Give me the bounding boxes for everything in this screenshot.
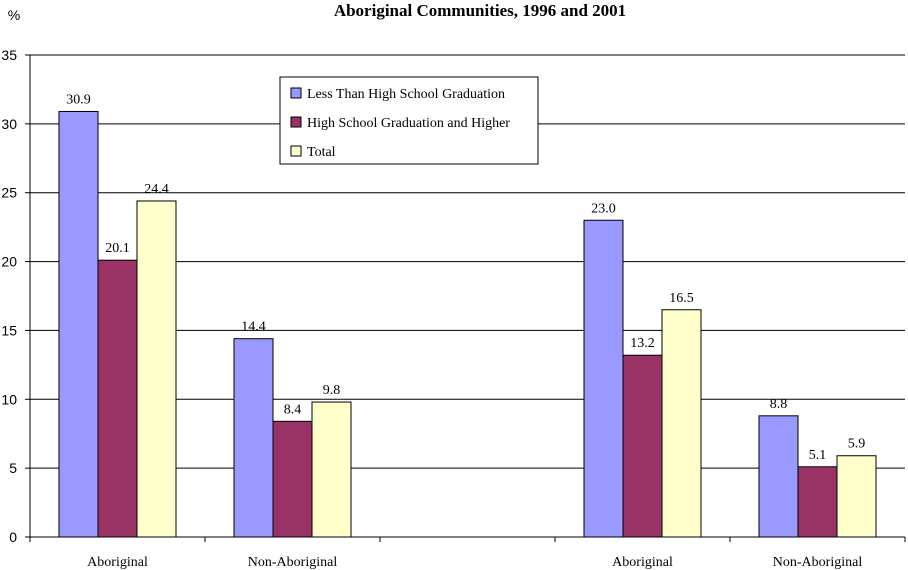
chart-title: Aboriginal Communities, 1996 and 2001 — [334, 1, 626, 20]
data-label: 20.1 — [105, 241, 130, 256]
data-label: 8.8 — [770, 397, 788, 412]
bar — [583, 219, 624, 538]
bar — [661, 309, 702, 538]
data-label: 23.0 — [591, 201, 616, 216]
data-label: 13.2 — [630, 336, 655, 351]
bar — [97, 259, 138, 538]
bar — [622, 354, 663, 538]
legend-swatch — [290, 116, 302, 128]
legend-label: High School Graduation and Higher — [307, 116, 510, 131]
x-tick-label: Aboriginal — [612, 555, 673, 570]
bar — [311, 401, 352, 538]
y-axis-label: % — [8, 7, 20, 23]
y-tick-label: 10 — [1, 391, 17, 407]
bar — [58, 110, 99, 538]
x-tick-label: Non-Aboriginal — [773, 555, 863, 570]
x-tick-label: Aboriginal — [87, 555, 148, 570]
data-label: 30.9 — [66, 92, 91, 107]
data-label: 16.5 — [669, 291, 694, 306]
axes: 0 5 10 15 20 25 30 35 Aboriginal Non-Aboriginal Ab… — [1, 47, 906, 570]
bar — [797, 466, 838, 538]
data-label: 5.1 — [809, 448, 827, 463]
bar — [836, 455, 877, 538]
legend-label: Less Than High School Graduation — [307, 87, 505, 102]
y-tick-label: 15 — [1, 322, 17, 338]
legend-swatch — [290, 145, 302, 157]
bar — [272, 420, 313, 538]
x-tick-label: Non-Aboriginal — [248, 555, 338, 570]
legend: Less Than High School Graduation High Sch… — [279, 76, 539, 165]
bar — [136, 200, 177, 538]
data-label: 8.4 — [284, 402, 302, 417]
data-label: 5.9 — [848, 437, 866, 452]
y-tick-label: 20 — [1, 254, 17, 270]
data-label: 9.8 — [323, 383, 341, 398]
bar — [233, 338, 274, 538]
y-tick-label: 35 — [1, 47, 17, 63]
data-label: 14.4 — [241, 320, 266, 335]
bar — [758, 415, 799, 538]
y-tick-label: 25 — [1, 185, 17, 201]
bars: 30.9 14.4 23.0 8.8 20.1 8.4 13.2 5.1 24.4 9.8 16.5… — [58, 92, 877, 538]
legend-swatch — [290, 87, 302, 99]
data-label: 24.4 — [144, 182, 169, 197]
y-tick-label: 5 — [9, 460, 17, 476]
y-tick-label: 30 — [1, 116, 17, 132]
legend-box — [279, 76, 539, 165]
legend-label: Total — [307, 145, 336, 160]
y-tick-label: 0 — [9, 529, 17, 545]
